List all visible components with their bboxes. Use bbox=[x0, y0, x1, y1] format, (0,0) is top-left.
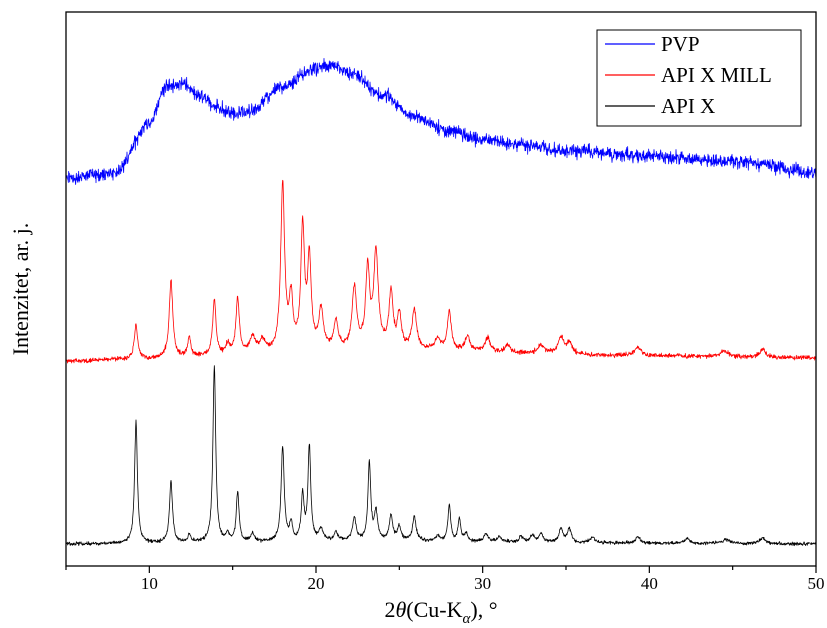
legend-label-api-x-mill: API X MILL bbox=[661, 63, 772, 87]
x-tick-label-20: 20 bbox=[308, 574, 325, 593]
legend-label-api-x: API X bbox=[661, 94, 715, 118]
series-layer bbox=[66, 58, 816, 545]
x-tick-label-10: 10 bbox=[141, 574, 158, 593]
tick-layer: 10 20 30 40 50 bbox=[66, 566, 825, 593]
x-axis-title-theta: θ bbox=[395, 597, 406, 622]
x-tick-label-40: 40 bbox=[641, 574, 658, 593]
legend-label-pvp: PVP bbox=[661, 32, 700, 56]
series-line-api-x bbox=[66, 366, 816, 546]
x-axis-title-suffix: ), ° bbox=[470, 597, 497, 622]
series-line-api-x-mill bbox=[66, 180, 816, 363]
legend: PVP API X MILL API X bbox=[597, 30, 801, 126]
x-axis-title-main: (Cu-K bbox=[406, 597, 462, 622]
x-axis-title: 2θ(Cu-Kα), ° bbox=[384, 597, 497, 627]
y-axis-title: Intenzitet, ar. j. bbox=[8, 223, 33, 356]
x-tick-label-50: 50 bbox=[808, 574, 825, 593]
x-tick-label-30: 30 bbox=[474, 574, 491, 593]
x-axis-title-prefix: 2 bbox=[384, 597, 395, 622]
